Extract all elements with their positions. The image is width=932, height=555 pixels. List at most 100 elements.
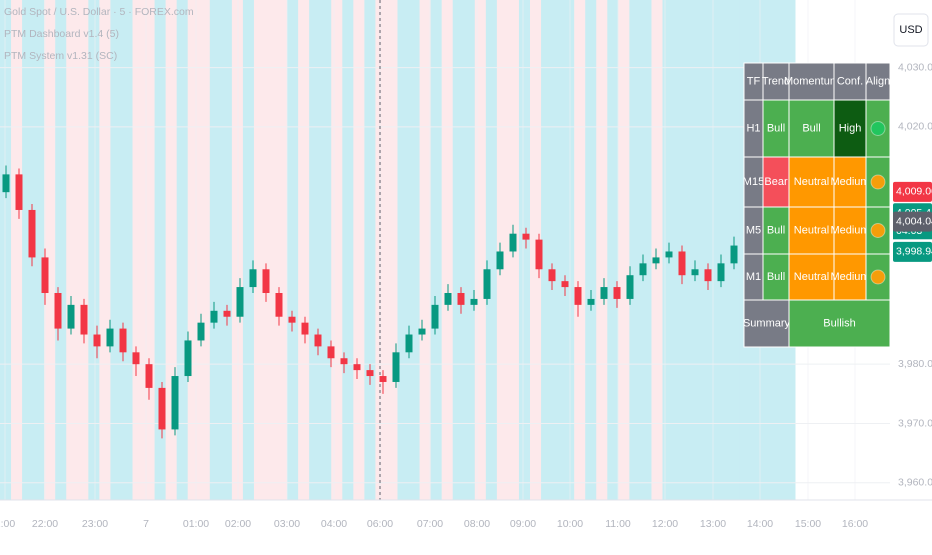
price-axis: 3,960.00 3,970.00 3,980.00 4,020.00 4,030.00… [0,61,932,530]
momentum-cell [788,253,835,301]
summary-label-cell-text: Summary [743,317,791,329]
align-indicator [870,223,886,238]
background-bands [0,0,796,500]
signal-band [386,0,398,500]
signal-band [320,0,332,500]
candle-body [236,287,244,317]
candle-body [106,328,114,347]
x-tick-label: 13:00 [700,518,726,530]
candle-body [626,275,634,299]
signal-band [331,0,343,500]
conf-cell-text: Medium [830,271,869,283]
signal-band [364,0,376,500]
x-tick-label: 22:00 [32,518,58,530]
trend-cell-text: Bull [767,122,785,134]
signal-band [187,0,200,500]
momentum-cell [788,206,835,255]
candle-body [340,358,348,365]
y-tick-label: 3,960.00 [898,477,932,489]
signal-band [165,0,178,500]
candle-body [444,293,452,305]
candle-body [2,174,10,193]
summary-label-cell [743,299,790,348]
x-tick-label: 1:00 [0,518,15,530]
conf-cell [833,206,867,255]
signal-band [66,0,78,500]
signal-band [463,0,476,500]
signal-band [596,0,608,500]
candle-body [41,257,49,294]
signal-band [88,0,100,500]
candle-body [223,310,231,317]
y-tick-label: 4,020.00 [898,121,932,133]
signal-band [22,0,34,500]
candle-body [80,304,88,335]
signal-band [552,0,564,500]
signal-band [684,0,697,500]
momentum-cell-text: Bull [802,122,820,134]
conf-cell-text: Medium [830,176,869,188]
signal-band [265,0,277,500]
candle-body [704,269,712,282]
signal-band [397,0,410,500]
header-cell [865,62,891,101]
signal-band [496,0,509,500]
candle-body [15,174,23,210]
candle-body [535,239,543,270]
candle-body [327,346,335,359]
candle-body [67,304,75,329]
currency-label[interactable]: USD [899,24,922,36]
signal-band [110,0,122,500]
candle-body [522,233,530,240]
summary-cell [788,299,891,348]
signal-band [298,0,310,500]
candle-body [730,245,738,264]
candle-body [561,281,569,288]
signal-band [717,0,730,500]
candle-body [470,298,478,305]
y-tick-label: 3,980.00 [898,358,932,370]
candle-body [717,263,725,282]
signal-band [0,0,12,500]
y-tick-label: 3,970.00 [898,417,932,429]
conf-cell-text: High [839,122,862,134]
header-cell-text: Conf. [837,75,863,87]
signal-band [441,0,454,500]
signal-band [574,0,586,500]
x-tick-label: 16:00 [842,518,868,530]
candle-body [301,322,309,335]
x-tick-label: 10:00 [557,518,583,530]
x-tick-label: 06:00 [367,518,393,530]
candle-body [418,328,426,335]
candle-body [691,269,699,276]
conf-cell-text: Medium [830,224,869,236]
currency-button[interactable] [893,13,929,47]
signal-band [408,0,421,500]
x-tick-label: 02:00 [225,518,251,530]
tf-cell-text: M1 [746,271,761,283]
candle-body [665,251,673,258]
signal-band [121,0,133,500]
x-tick-label: 23:00 [82,518,108,530]
candle-body [678,251,686,276]
tf-cell-text: M5 [746,224,761,236]
candle-body [652,257,660,264]
signal-band [209,0,222,500]
tf-cell-text: H1 [746,122,760,134]
signal-band [485,0,498,500]
trend-cell-text: Bear [764,176,788,188]
candle-body [132,352,140,365]
signal-band [541,0,553,500]
header-cell-text: TF [747,75,761,87]
header-cell-text: Momentum [784,75,839,87]
candle-body [197,322,205,341]
signal-band [176,0,189,500]
x-tick-label: 7 [143,518,149,530]
signal-band [132,0,145,500]
x-tick-label: 15:00 [795,518,821,530]
signal-band [143,0,156,500]
signal-band [618,0,630,500]
price-tag [893,181,932,202]
signal-band [452,0,465,500]
